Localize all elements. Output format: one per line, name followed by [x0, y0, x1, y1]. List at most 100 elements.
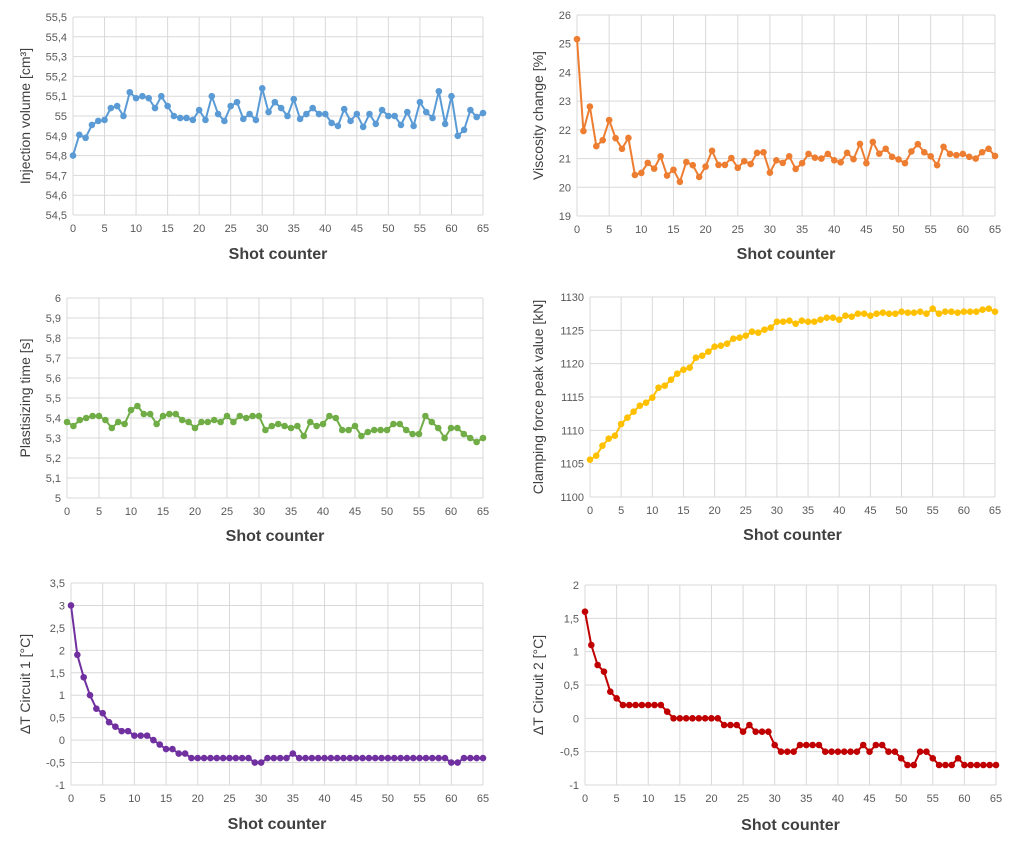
data-point [933, 161, 941, 169]
y-tick-label: 54,5 [46, 210, 67, 222]
data-point [961, 761, 968, 769]
data-point [779, 318, 787, 325]
data-point [479, 754, 487, 762]
data-point [765, 728, 772, 735]
data-point [856, 140, 864, 148]
x-tick-label: 35 [802, 505, 814, 517]
data-point [859, 741, 867, 749]
data-point [390, 754, 398, 762]
y-tick-label: 20 [559, 182, 571, 194]
data-point [435, 754, 442, 762]
y-tick-label: 1130 [560, 292, 584, 304]
y-tick-label: 19 [559, 211, 571, 223]
data-point [210, 416, 218, 424]
x-tick-label: 40 [319, 223, 331, 235]
data-point [169, 745, 176, 753]
data-point [422, 754, 430, 762]
data-point [137, 732, 145, 739]
data-point [308, 754, 316, 762]
data-point [655, 384, 662, 391]
x-tick-label: 55 [413, 793, 425, 805]
data-point [346, 754, 354, 762]
data-point [946, 150, 954, 158]
data-point [194, 754, 202, 762]
data-point [954, 309, 961, 316]
x-tick-label: 50 [892, 224, 904, 236]
data-point [811, 318, 818, 325]
data-point [673, 370, 681, 377]
data-point [991, 152, 999, 160]
data-point [287, 424, 295, 432]
x-axis-title: Shot counter [228, 816, 327, 833]
data-point [829, 314, 837, 321]
x-tick-label: 30 [771, 505, 783, 517]
data-point [967, 761, 975, 769]
data-point [242, 414, 250, 422]
data-point [246, 110, 253, 118]
data-point [885, 748, 892, 755]
data-point [467, 106, 474, 114]
data-point [195, 106, 203, 114]
chart-4: 1100 1105 1110 1115 1120 1125 1130 0 5 10 15 20 25 30… [530, 292, 1001, 544]
x-tick-label: 65 [989, 224, 1001, 236]
y-tick-label: -0,5 [46, 758, 65, 770]
x-tick-label: 10 [130, 223, 142, 235]
data-point [191, 424, 199, 432]
data-point [581, 608, 589, 615]
data-point [920, 148, 928, 156]
data-point [638, 701, 646, 709]
x-tick-label: 30 [256, 223, 268, 235]
data-point [207, 754, 214, 762]
data-point [784, 748, 791, 755]
data-point [720, 721, 728, 729]
data-point [447, 424, 455, 432]
x-tick-label: 50 [382, 793, 394, 805]
data-point [698, 352, 706, 359]
x-tick-label: 45 [864, 505, 876, 517]
x-tick-label: 0 [68, 793, 74, 805]
data-point [823, 314, 831, 321]
data-point [748, 328, 756, 335]
data-point [326, 412, 333, 420]
x-tick-label: 30 [253, 506, 265, 518]
data-point [159, 412, 167, 420]
data-point [680, 366, 687, 373]
data-point [758, 728, 766, 735]
data-point [410, 122, 417, 130]
x-tick-label: 30 [769, 793, 781, 805]
data-point [460, 430, 468, 438]
data-point [121, 420, 128, 428]
data-point [824, 150, 832, 158]
data-point [636, 402, 644, 409]
data-point [153, 420, 160, 428]
data-point [252, 116, 260, 124]
y-tick-label: 26 [559, 10, 571, 22]
data-point [70, 422, 77, 430]
data-point [701, 715, 709, 722]
data-point [223, 412, 231, 420]
data-point [740, 157, 748, 165]
data-point [208, 92, 216, 100]
x-tick-label: 20 [189, 506, 201, 518]
x-tick-label: 15 [674, 793, 686, 805]
data-point [409, 430, 416, 438]
data-point [204, 418, 212, 426]
data-point [854, 310, 862, 317]
data-point [867, 312, 874, 319]
data-point [313, 422, 320, 430]
data-point [416, 98, 424, 106]
data-point [454, 424, 461, 432]
x-tick-label: 45 [863, 793, 875, 805]
y-tick-label: 54,7 [46, 170, 67, 182]
data-point [227, 102, 234, 110]
data-point [798, 317, 806, 324]
data-point [804, 318, 812, 325]
data-point [746, 721, 753, 729]
data-point [198, 418, 205, 426]
x-tick-label: 25 [223, 793, 235, 805]
data-point [76, 416, 84, 424]
data-point [830, 156, 838, 164]
data-point [805, 150, 812, 158]
data-point [249, 412, 256, 420]
data-point [847, 748, 854, 755]
